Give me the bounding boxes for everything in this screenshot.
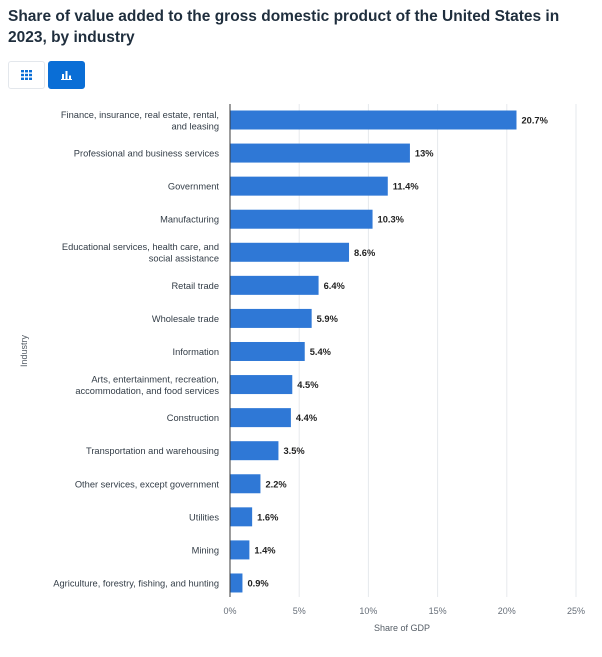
- data-label: 8.6%: [354, 248, 376, 258]
- data-label: 6.4%: [324, 281, 346, 291]
- data-label: 4.5%: [297, 380, 319, 390]
- x-tick-label: 5%: [293, 606, 306, 616]
- category-label: Retail trade: [171, 281, 219, 291]
- bar: [230, 209, 373, 229]
- chart-title: Share of value added to the gross domest…: [8, 8, 560, 46]
- category-label: Educational services, health care, and: [62, 242, 219, 252]
- view-toggle: [8, 61, 85, 89]
- chart-view-button[interactable]: [48, 61, 85, 89]
- bar: [230, 375, 293, 395]
- bar: [230, 408, 291, 428]
- bar-chart-icon: [61, 71, 72, 80]
- data-label: 11.4%: [393, 182, 420, 192]
- category-label: Information: [172, 347, 219, 357]
- data-label: 13%: [415, 149, 434, 159]
- table-grid-icon: [21, 70, 32, 80]
- category-label: Wholesale trade: [152, 314, 219, 324]
- data-label: 4.4%: [296, 413, 318, 423]
- bar: [230, 341, 305, 361]
- data-label: 5.9%: [317, 314, 339, 324]
- bar: [230, 441, 279, 461]
- bar: [230, 507, 253, 527]
- category-label: Professional and business services: [74, 149, 220, 159]
- category-label: Utilities: [189, 512, 219, 522]
- data-label: 2.2%: [265, 479, 287, 489]
- category-label: and leasing: [171, 121, 219, 131]
- category-label: Government: [168, 182, 220, 192]
- category-label: Agriculture, forestry, fishing, and hunt…: [53, 578, 219, 588]
- bar: [230, 110, 517, 130]
- category-label: Arts, entertainment, recreation,: [91, 374, 219, 384]
- bar: [230, 573, 243, 593]
- category-label: Transportation and warehousing: [86, 446, 219, 456]
- category-label: accommodation, and food services: [75, 386, 219, 396]
- data-label: 0.9%: [247, 578, 269, 588]
- data-label: 1.6%: [257, 512, 279, 522]
- category-label: Manufacturing: [160, 215, 219, 225]
- x-tick-label: 0%: [223, 606, 236, 616]
- data-label: 3.5%: [283, 446, 305, 456]
- category-label: Mining: [192, 545, 219, 555]
- bar: [230, 176, 388, 196]
- bar: [230, 275, 319, 295]
- bar: [230, 143, 410, 163]
- x-axis-title: Share of GDP: [374, 623, 430, 633]
- bar: [230, 242, 350, 262]
- data-label: 20.7%: [521, 116, 548, 126]
- x-tick-label: 10%: [359, 606, 377, 616]
- x-tick-label: 25%: [567, 606, 585, 616]
- bar: [230, 540, 250, 560]
- data-label: 10.3%: [378, 215, 405, 225]
- x-tick-label: 20%: [498, 606, 516, 616]
- category-label: Other services, except government: [75, 479, 220, 489]
- data-label: 5.4%: [310, 347, 332, 357]
- x-tick-label: 15%: [429, 606, 447, 616]
- y-axis-title: Industry: [19, 334, 29, 367]
- category-label: Finance, insurance, real estate, rental,: [61, 110, 219, 120]
- table-view-button[interactable]: [8, 61, 45, 89]
- data-label: 1.4%: [254, 545, 276, 555]
- category-label: social assistance: [149, 254, 219, 264]
- category-label: Construction: [167, 413, 219, 423]
- bar: [230, 308, 312, 328]
- bar: [230, 474, 261, 494]
